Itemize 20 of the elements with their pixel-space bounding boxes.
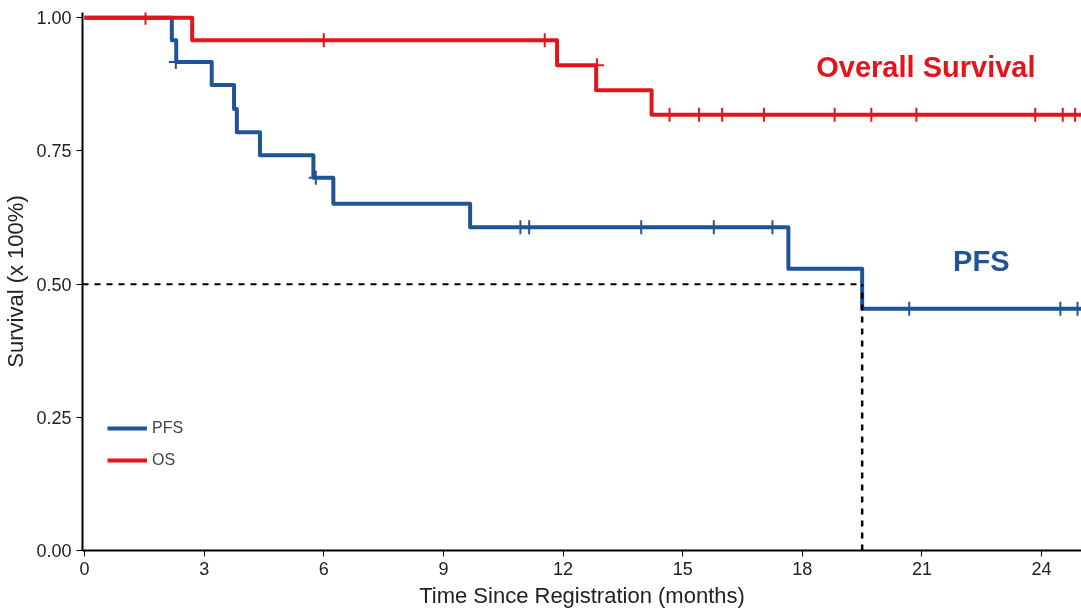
legend-label: PFS — [152, 419, 184, 437]
annotation: Overall Survival — [816, 50, 1036, 83]
x-axis-title: Time Since Registration (months) — [419, 582, 745, 608]
y-tick-label: 1.00 — [36, 8, 72, 29]
y-tick-label: 0.75 — [36, 141, 72, 162]
x-tick-label: 6 — [318, 558, 329, 579]
x-tick-label: 12 — [553, 558, 574, 579]
x-tick-label: 18 — [792, 558, 813, 579]
x-tick-label: 0 — [79, 558, 90, 579]
x-tick-label: 9 — [438, 558, 449, 579]
x-tick-label: 3 — [199, 558, 210, 579]
x-tick-label: 15 — [672, 558, 693, 579]
y-axis-title: Survival (x 100%) — [3, 195, 29, 368]
x-tick-label: 21 — [911, 558, 932, 579]
y-tick-label: 0.50 — [36, 274, 72, 295]
y-tick-label: 0.00 — [36, 541, 72, 561]
annotation: PFS — [953, 244, 1010, 277]
y-tick-label: 0.25 — [36, 407, 72, 428]
legend-label: OS — [152, 451, 176, 469]
x-tick-label: 24 — [1031, 558, 1052, 579]
